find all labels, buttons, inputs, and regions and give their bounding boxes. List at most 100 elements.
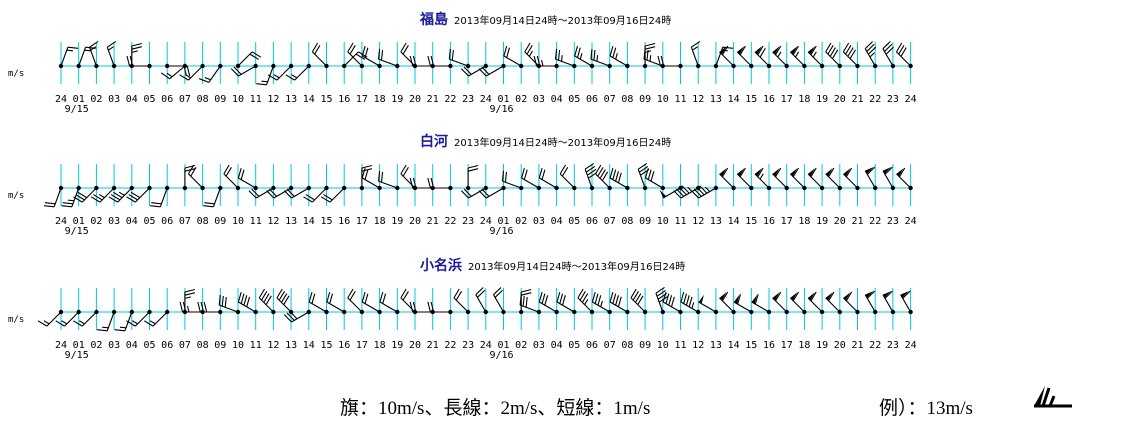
hour-tick-label: 06	[161, 94, 173, 105]
hour-tick-label: 12	[692, 340, 704, 351]
hour-tick-label: 17	[781, 94, 793, 105]
wind-barb	[807, 167, 825, 191]
wind-barb	[285, 63, 311, 81]
wind-barb	[501, 170, 524, 191]
hour-tick-label: 23	[887, 340, 899, 351]
wind-barb	[237, 167, 258, 191]
date-label: 9/16	[489, 226, 513, 237]
wind-barb	[637, 162, 650, 191]
legend: 旗：10m/s、長線：2m/s、短線：1m/s 例）：13m/s	[340, 386, 1072, 419]
wind-barb	[106, 40, 117, 69]
hour-tick-label: 07	[604, 216, 616, 227]
hour-tick-label: 09	[639, 216, 651, 227]
station-name: 小名浜	[420, 257, 462, 274]
hour-tick-label: 07	[179, 94, 191, 105]
wind-barb	[55, 309, 81, 327]
hour-tick-label: 05	[568, 340, 580, 351]
hour-tick-label: 15	[745, 216, 757, 227]
wind-barb	[448, 48, 471, 69]
wind-barb	[825, 291, 842, 315]
wind-barb	[772, 291, 789, 315]
hour-tick-label: 22	[869, 216, 881, 227]
wind-barb	[311, 42, 329, 69]
hour-tick-label: 22	[869, 94, 881, 105]
station-panel: 白河 2013年09月14日24時〜2013年09月16日24時 m/s 24 01 02…	[8, 133, 917, 237]
wind-barb	[90, 185, 117, 203]
hour-tick-label: 24	[480, 94, 492, 105]
wind-barb	[864, 166, 878, 191]
wind-barb	[807, 45, 825, 69]
hour-tick-label: 03	[108, 216, 120, 227]
hour-tick-label: 18	[798, 340, 810, 351]
hour-tick-label: 01	[497, 340, 509, 351]
hour-tick-label: 04	[126, 216, 138, 227]
wind-barb	[789, 291, 807, 315]
wind-barb	[662, 291, 683, 315]
wind-barb	[359, 164, 373, 191]
wind-barb	[493, 287, 506, 315]
hour-tick-label: 08	[197, 216, 209, 227]
hour-tick-label: 07	[179, 216, 191, 227]
hour-tick-label: 02	[515, 340, 527, 351]
hour-tick-label: 05	[568, 94, 580, 105]
hour-tick-label: 11	[674, 94, 686, 105]
hour-tick-label: 13	[285, 340, 297, 351]
wind-barb	[538, 167, 559, 191]
wind-barb	[842, 42, 860, 69]
wind-barb	[789, 45, 807, 69]
hour-tick-label: 19	[816, 340, 828, 351]
wind-barb	[182, 164, 196, 191]
hour-tick-label: 11	[674, 340, 686, 351]
wind-barb	[533, 55, 559, 69]
date-range: 2013年09月14日24時〜2013年09月16日24時	[454, 14, 671, 27]
unit-label: m/s	[8, 315, 24, 325]
wind-barb	[842, 291, 860, 315]
wind-barb	[347, 42, 365, 69]
wind-barb	[126, 55, 152, 69]
hour-tick-label: 21	[851, 94, 863, 105]
hour-tick-label: 15	[745, 340, 757, 351]
hour-tick-label: 08	[197, 94, 209, 105]
wind-barb	[690, 40, 701, 69]
hour-tick-label: 03	[533, 94, 545, 105]
wind-barb	[303, 185, 329, 203]
wind-barb	[361, 167, 382, 191]
hour-tick-label: 12	[267, 340, 279, 351]
hour-tick-label: 19	[816, 94, 828, 105]
wind-barb	[108, 185, 134, 203]
hour-tick-label: 14	[728, 94, 740, 105]
wind-barb	[143, 309, 170, 327]
wind-barb	[187, 164, 205, 191]
wind-barb	[377, 170, 400, 191]
hour-tick-label: 06	[161, 340, 173, 351]
hour-tick-label: 13	[285, 94, 297, 105]
hour-tick-label: 14	[728, 340, 740, 351]
hour-tick-label: 10	[657, 216, 669, 227]
wind-barb	[320, 185, 347, 203]
unit-label: m/s	[8, 69, 24, 79]
wind-barb	[595, 164, 612, 191]
wind-barb	[630, 288, 648, 315]
hour-tick-label: 16	[338, 340, 350, 351]
hour-tick-label: 22	[869, 340, 881, 351]
wind-barb	[427, 301, 453, 315]
hour-tick-label: 10	[657, 340, 669, 351]
wind-barb	[736, 45, 754, 69]
wind-barb	[590, 48, 612, 69]
wind-barb	[237, 291, 258, 315]
hour-tick-label: 16	[338, 94, 350, 105]
hour-tick-label: 24	[480, 216, 492, 227]
wind-barb	[203, 185, 223, 208]
hour-tick-label: 22	[444, 94, 456, 105]
hour-tick-label: 06	[586, 340, 598, 351]
hour-tick-label: 06	[586, 216, 598, 227]
hour-tick-label: 19	[391, 340, 403, 351]
hour-tick-label: 18	[798, 216, 810, 227]
wind-barb	[258, 288, 276, 315]
wind-barb	[882, 290, 896, 315]
hour-tick-label: 17	[781, 216, 793, 227]
hour-tick-label: 03	[533, 340, 545, 351]
hour-tick-label: 09	[214, 216, 226, 227]
hour-tick-label: 12	[267, 216, 279, 227]
wind-barb	[554, 48, 577, 69]
